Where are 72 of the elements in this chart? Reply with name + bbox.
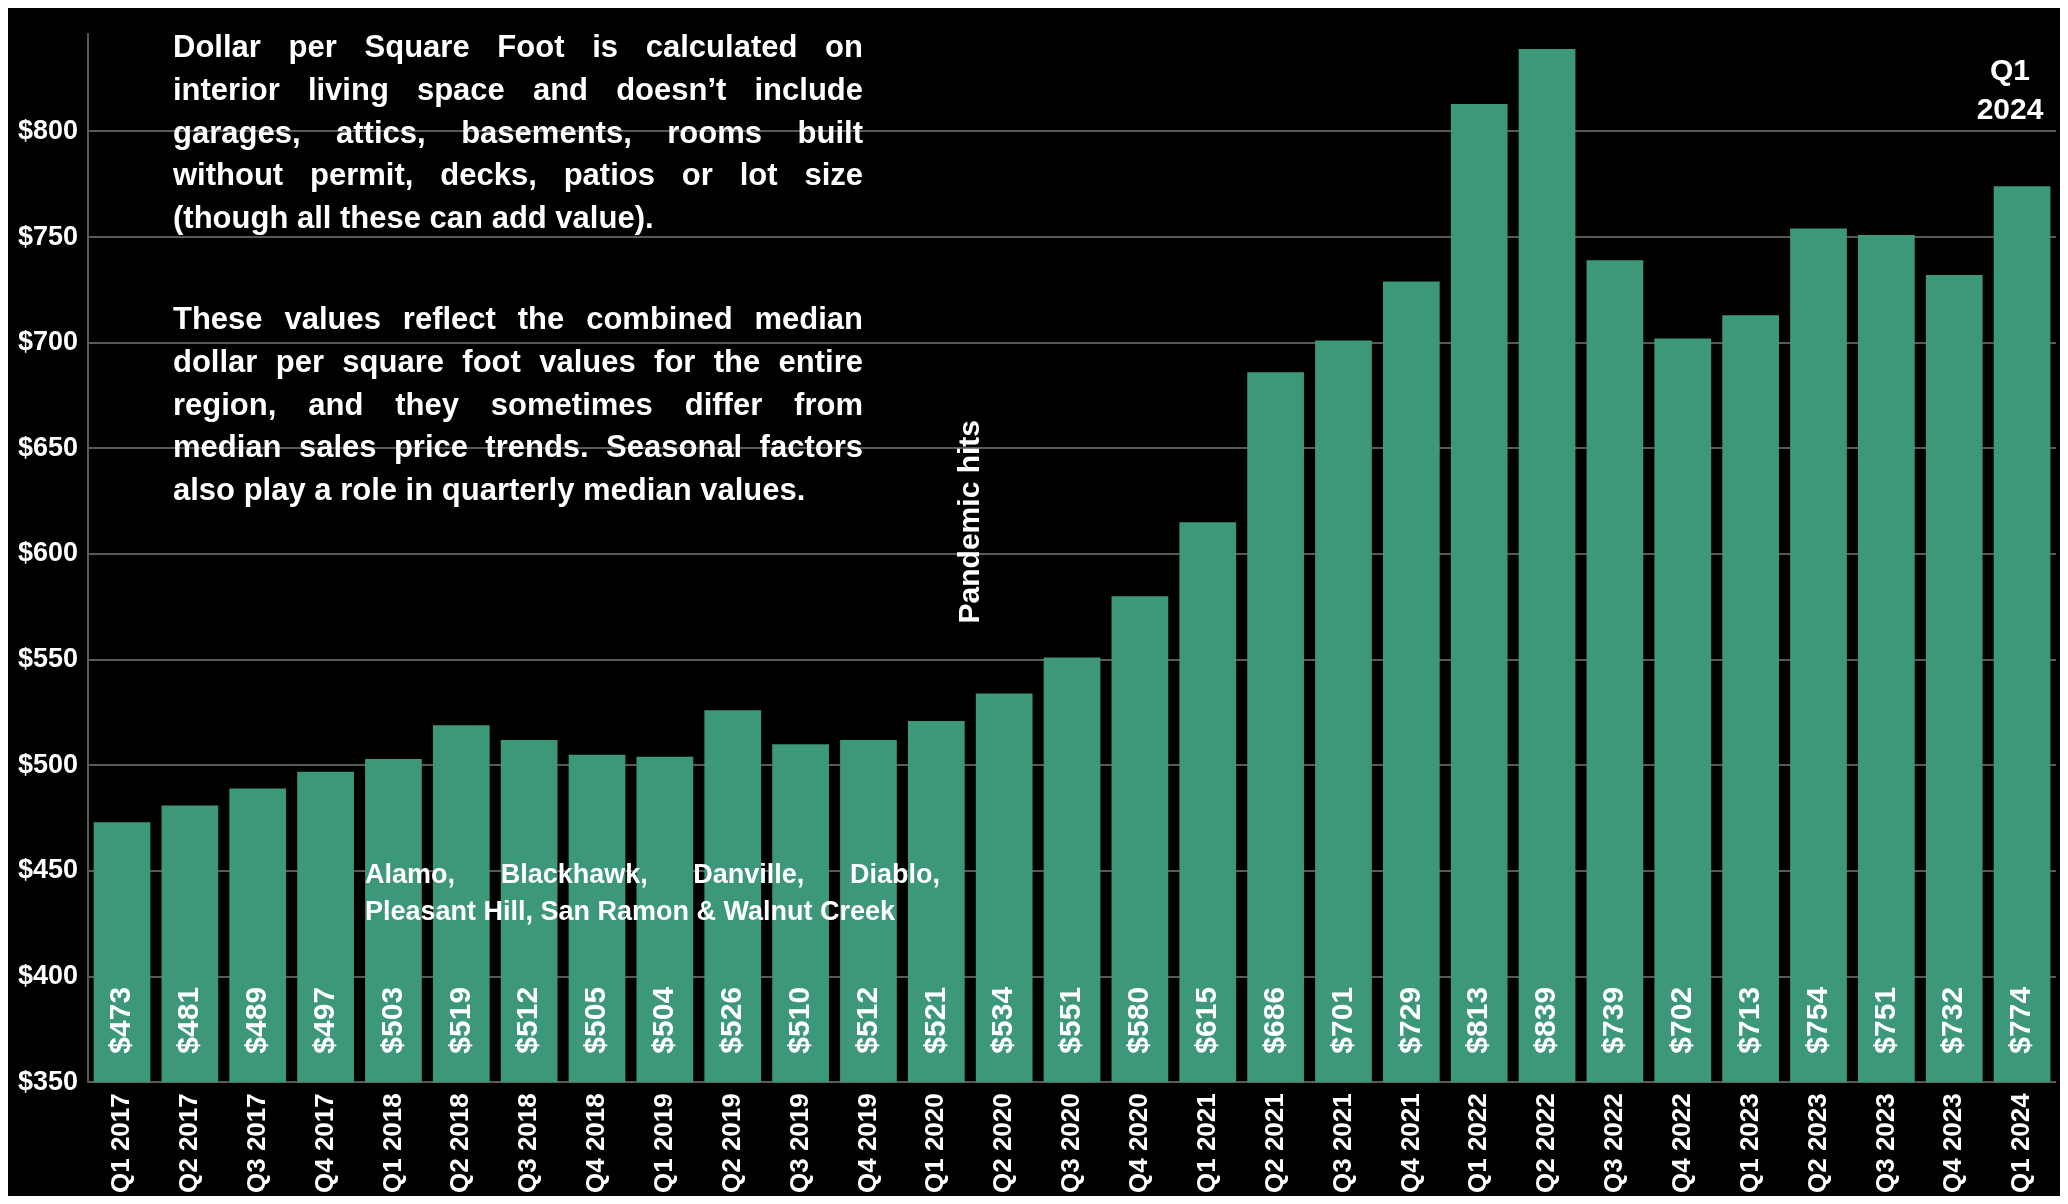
y-tick-label: $700	[17, 326, 79, 357]
x-tick-label: Q3 2023	[1869, 1093, 1900, 1193]
data-label: $481	[171, 986, 205, 1054]
data-label: $489	[238, 986, 272, 1054]
x-tick-label: Q4 2023	[1937, 1093, 1968, 1193]
x-tick-label: Q1 2024	[2005, 1092, 2036, 1193]
y-tick-label: $350	[17, 1065, 79, 1096]
x-tick-label: Q1 2023	[1733, 1093, 1764, 1193]
data-label: $505	[578, 986, 612, 1054]
data-label: $521	[917, 986, 951, 1054]
data-label: $551	[1053, 986, 1087, 1054]
x-tick-label: Q2 2021	[1258, 1093, 1289, 1193]
x-tick-label: Q1 2020	[919, 1093, 950, 1193]
x-tick-label: Q4 2020	[1123, 1093, 1154, 1193]
x-tick-label: Q4 2018	[580, 1093, 611, 1193]
y-tick-label: $600	[17, 537, 79, 568]
annotation: Dollar per Square Foot is calculated on interior living space and doesn’t include garages, attics, basements, rooms built without permit, decks, patios or lot size (though all these can add value).	[173, 28, 863, 238]
x-tick-label: Q3 2017	[240, 1093, 271, 1193]
y-tick-label: $750	[17, 220, 79, 251]
data-label: $512	[849, 986, 883, 1054]
data-label: $519	[442, 986, 476, 1054]
data-label: $503	[374, 986, 408, 1054]
x-tick-label: Q2 2019	[715, 1093, 746, 1193]
y-tick-label: $800	[17, 114, 79, 145]
data-label: $615	[1189, 986, 1223, 1054]
x-tick-label: Q1 2022	[1462, 1093, 1493, 1193]
x-tick-label: Q3 2022	[1598, 1093, 1629, 1193]
data-label: $534	[985, 986, 1019, 1054]
data-label: $701	[1324, 986, 1358, 1054]
x-tick-label: Q3 2021	[1326, 1093, 1357, 1193]
data-label: $510	[781, 986, 815, 1054]
y-tick-label: $450	[17, 854, 79, 885]
data-label: $751	[1867, 986, 1901, 1054]
y-tick-label: $400	[17, 960, 79, 991]
y-tick-label: $500	[17, 748, 79, 779]
x-tick-label: Q4 2022	[1665, 1093, 1696, 1193]
x-tick-label: Q2 2017	[173, 1093, 204, 1193]
data-label: $686	[1256, 986, 1290, 1054]
data-label: $473	[103, 986, 137, 1054]
data-label: $702	[1664, 986, 1698, 1054]
annotation: Pandemic hits	[951, 420, 986, 624]
data-label: $504	[646, 986, 680, 1054]
x-tick-label: Q4 2021	[1394, 1093, 1425, 1193]
annotation: These values reflect the combined median dollar per square foot values for the entire region, and they sometimes differ from median sales price trends. Seasonal factors also play a role in quarterly median values.	[173, 300, 863, 510]
data-label: $739	[1596, 986, 1630, 1054]
data-label: $526	[714, 986, 747, 1054]
x-tick-label: Q2 2023	[1801, 1093, 1832, 1193]
x-tick-label: Q2 2020	[987, 1093, 1018, 1193]
annotation: Q1 2024	[1975, 52, 2045, 127]
data-label: $813	[1460, 986, 1494, 1054]
data-label: $729	[1392, 986, 1426, 1054]
data-label: $774	[2003, 986, 2037, 1054]
x-tick-label: Q1 2017	[105, 1093, 136, 1193]
x-tick-label: Q2 2018	[444, 1093, 475, 1193]
data-label: $732	[1935, 986, 1969, 1054]
x-tick-label: Q4 2019	[851, 1093, 882, 1193]
data-label: $713	[1731, 986, 1765, 1054]
x-tick-label: Q2 2022	[1530, 1093, 1561, 1193]
data-label: $754	[1799, 986, 1833, 1054]
data-label: $497	[306, 986, 340, 1054]
data-label: $839	[1528, 986, 1562, 1054]
data-label: $580	[1121, 986, 1155, 1054]
x-tick-label: Q3 2020	[1055, 1093, 1086, 1193]
x-tick-label: Q4 2017	[308, 1093, 339, 1193]
x-tick-label: Q1 2018	[376, 1093, 407, 1193]
y-tick-label: $650	[17, 431, 79, 462]
x-tick-label: Q3 2018	[512, 1093, 543, 1193]
x-tick-label: Q1 2019	[648, 1093, 679, 1193]
x-tick-label: Q3 2019	[783, 1093, 814, 1193]
data-label: $512	[510, 986, 544, 1054]
x-tick-label: Q1 2021	[1190, 1093, 1221, 1193]
y-tick-label: $550	[17, 643, 79, 674]
